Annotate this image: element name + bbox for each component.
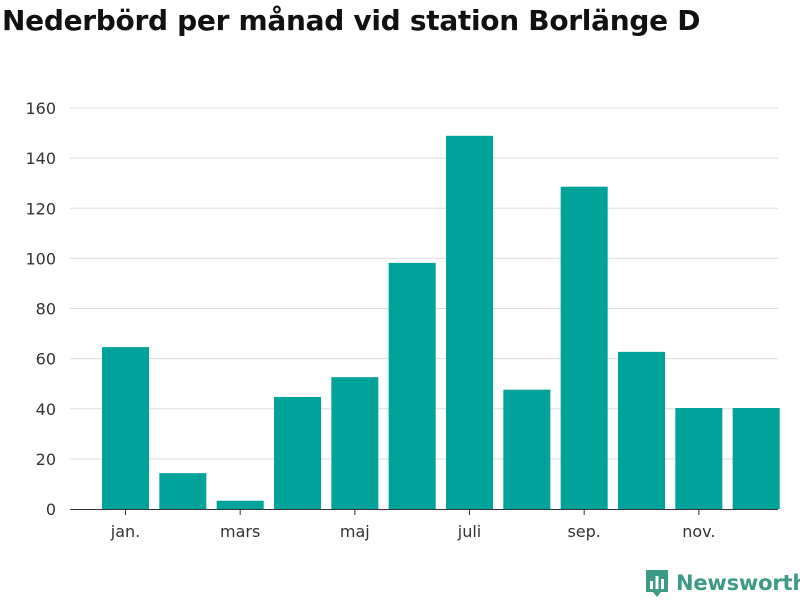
bar bbox=[618, 351, 666, 509]
newsworthy-chart-icon bbox=[646, 570, 668, 597]
y-tick-label: 20 bbox=[36, 450, 56, 469]
x-tick-label: jan. bbox=[110, 522, 140, 541]
y-tick-label: 140 bbox=[25, 149, 56, 168]
bar bbox=[675, 407, 723, 509]
bar bbox=[331, 377, 379, 509]
bar-chart: 0 20 40 60 80 100 120 140 160 jan. mars maj juli sep.… bbox=[25, 99, 780, 541]
y-tick-label: 40 bbox=[36, 400, 56, 419]
bar bbox=[102, 347, 150, 509]
y-tick-label: 0 bbox=[46, 500, 56, 519]
y-tick-label: 120 bbox=[25, 199, 56, 218]
bar bbox=[446, 135, 494, 509]
y-tick-label: 160 bbox=[25, 99, 56, 118]
x-tick-label: sep. bbox=[567, 522, 600, 541]
bar bbox=[503, 389, 551, 509]
x-tick-label: maj bbox=[340, 522, 370, 541]
bar bbox=[388, 262, 436, 509]
brand-name: Newsworthy bbox=[676, 571, 800, 595]
bar bbox=[560, 186, 608, 510]
y-tick-label: 80 bbox=[36, 300, 56, 319]
x-tick-label: nov. bbox=[682, 522, 715, 541]
x-tick-label: juli bbox=[457, 522, 481, 541]
y-tick-label: 100 bbox=[25, 249, 56, 268]
bar bbox=[216, 500, 264, 509]
bar bbox=[732, 407, 780, 509]
y-tick-label: 60 bbox=[36, 350, 56, 369]
newsworthy-logo: Newsworthy bbox=[644, 568, 800, 598]
x-tick-label: mars bbox=[220, 522, 260, 541]
chart-title: Nederbörd per månad vid station Borlänge… bbox=[2, 4, 701, 37]
bar bbox=[159, 473, 207, 509]
bar bbox=[274, 396, 322, 509]
